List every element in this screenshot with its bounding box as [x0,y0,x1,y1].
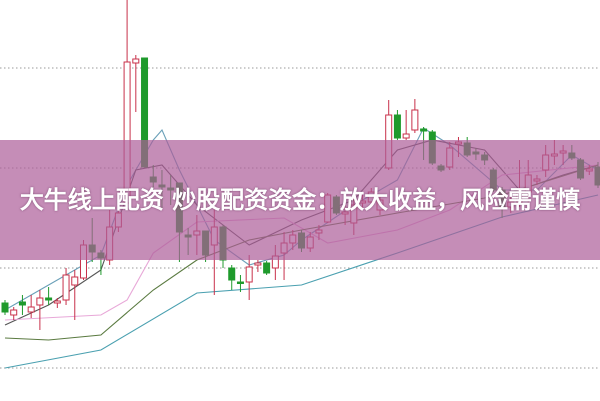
candle [45,287,53,305]
candle [1,300,9,315]
candle [263,261,271,275]
candle [62,268,70,305]
candle-body [245,266,253,283]
candle [411,99,419,133]
candle-body [254,262,262,266]
candle-body [132,58,140,64]
candle-body [1,302,9,313]
candle [18,295,26,315]
title-banner: 大牛线上配资 炒股配资资金：放大收益，风险需谨慎 [0,140,600,260]
candle [10,307,18,320]
candle [393,110,401,140]
candle [245,255,253,300]
candle-body [62,274,70,301]
candle-body [71,276,79,286]
candle-body [263,262,271,274]
candle-body [393,114,401,139]
candle [71,270,79,320]
candle [53,298,61,308]
candle-body [45,297,53,301]
candle [402,110,410,140]
candle [236,275,244,292]
candle-body [236,281,244,284]
candle [132,55,140,112]
candle-body [420,128,428,132]
candle-body [10,309,18,316]
candle-body [228,267,236,281]
article-title: 大牛线上配资 炒股配资资金：放大收益，风险需谨慎 [19,186,581,214]
candle [254,260,262,272]
candle [27,295,35,318]
candle-body [53,300,61,304]
candle-body [36,297,44,306]
candle-body [411,109,419,131]
candle [36,290,44,330]
candle [228,265,236,290]
candle-body [27,306,35,313]
candle-body [18,301,26,306]
candle-body [402,133,410,139]
